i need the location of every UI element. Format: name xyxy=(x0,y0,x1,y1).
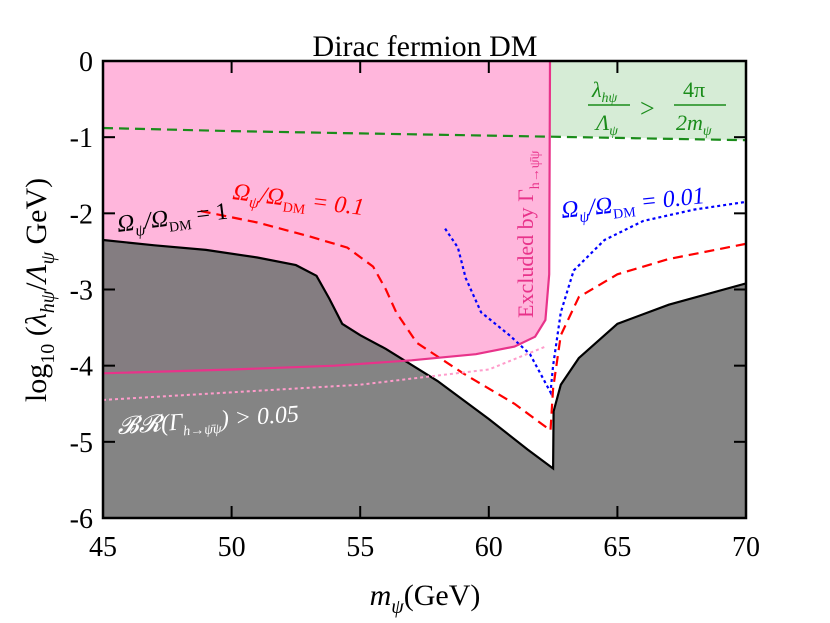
series-line-2 xyxy=(444,200,746,397)
y-tick-label-6: -6 xyxy=(70,504,93,535)
series-line-0 xyxy=(103,238,746,471)
relic-overproduction-region xyxy=(103,240,746,518)
chart-title: Dirac fermion DM xyxy=(313,30,538,63)
y-tick-label-0: 0 xyxy=(79,47,93,78)
x-tick-label-0: 45 xyxy=(89,532,117,563)
x-tick-label-2: 55 xyxy=(346,532,374,563)
svg-text:4π: 4π xyxy=(683,77,705,102)
y-tick-label-3: -3 xyxy=(70,276,93,307)
x-tick-label-4: 65 xyxy=(603,532,631,563)
y-tick-label-2: -2 xyxy=(70,199,93,230)
y-tick-label-5: -5 xyxy=(70,428,93,459)
y-tick-label-4: -4 xyxy=(70,352,93,383)
perturbative-region xyxy=(550,61,746,141)
y-axis-label: log10 (λhψ/Λψ GeV) xyxy=(20,178,59,402)
series-line-4 xyxy=(103,126,746,142)
series-line-3 xyxy=(103,61,552,375)
x-axis-label: mψ(GeV) xyxy=(370,579,481,618)
y-tick-label-1: -1 xyxy=(70,123,93,154)
svg-text:>: > xyxy=(640,94,655,123)
svg-text:Λψ: Λψ xyxy=(594,110,618,139)
br-line-continuation xyxy=(103,345,546,401)
perturbativity-label: λhψ Λψ > 4π 2mψ xyxy=(588,77,726,139)
x-tick-label-3: 60 xyxy=(475,532,503,563)
x-tick-label-1: 50 xyxy=(218,532,246,563)
x-tick-label-5: 70 xyxy=(732,532,760,563)
